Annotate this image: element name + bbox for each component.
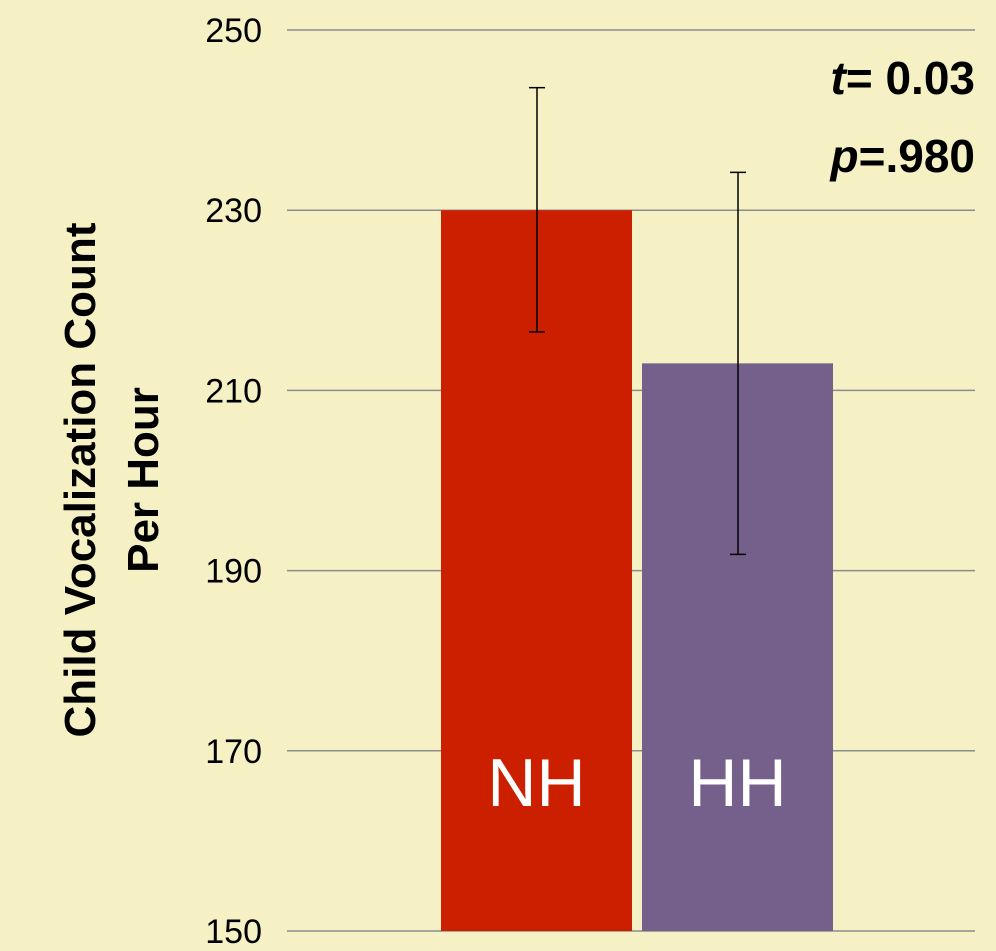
y-axis-label-line-2: Per Hour	[119, 387, 168, 573]
bar-labels: NH HH	[487, 745, 786, 821]
t-value: = 0.03	[846, 52, 975, 104]
p-symbol: p	[828, 130, 858, 182]
y-axis-label-line-1: Child Vocalization Count	[56, 222, 105, 737]
bars	[441, 210, 833, 931]
error-bar-hh	[730, 171, 746, 556]
error-bars	[529, 86, 746, 556]
error-bar-nh	[529, 86, 545, 333]
y-tick-label-170: 170	[205, 733, 262, 771]
bar-label-nh: NH	[487, 745, 585, 821]
p-value: =.980	[859, 130, 975, 182]
y-tick-label-250: 250	[205, 12, 262, 50]
y-tick-label-210: 210	[205, 372, 262, 410]
y-tick-label-230: 230	[205, 192, 262, 230]
y-axis-ticks: 150 170 190 210 230 250	[205, 12, 262, 951]
t-statistic: t= 0.03	[830, 52, 975, 104]
bar-label-hh: HH	[688, 745, 786, 821]
y-tick-label-190: 190	[205, 553, 262, 591]
y-tick-label-150: 150	[205, 913, 262, 951]
t-symbol: t	[830, 52, 847, 104]
p-value-annotation: p=.980	[828, 130, 975, 182]
